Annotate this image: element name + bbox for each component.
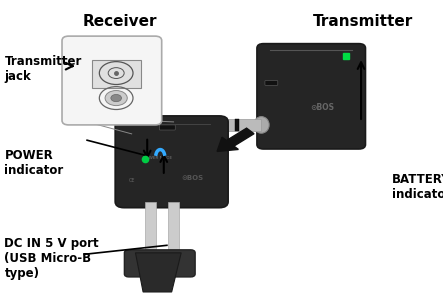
Bar: [145, 202, 156, 268]
Circle shape: [111, 95, 121, 102]
Text: CE: CE: [128, 178, 135, 183]
FancyArrow shape: [217, 128, 254, 151]
Text: Transmitter: Transmitter: [313, 14, 413, 29]
Polygon shape: [136, 253, 181, 292]
FancyBboxPatch shape: [257, 44, 365, 149]
Text: ⊙BOS: ⊙BOS: [182, 175, 204, 181]
Text: POWER
indicator: POWER indicator: [4, 148, 64, 177]
Bar: [199, 119, 261, 131]
Bar: [219, 119, 224, 131]
FancyBboxPatch shape: [265, 81, 278, 85]
FancyBboxPatch shape: [159, 125, 175, 130]
Circle shape: [105, 91, 127, 106]
Text: BATTERY
indicator: BATTERY indicator: [392, 172, 443, 201]
Text: POWER MODE: POWER MODE: [143, 156, 172, 160]
Text: DC IN 5 V port
(USB Micro-B
type): DC IN 5 V port (USB Micro-B type): [4, 237, 99, 280]
Ellipse shape: [253, 116, 269, 133]
Bar: [235, 119, 239, 131]
Bar: [168, 202, 179, 262]
Text: Receiver: Receiver: [82, 14, 157, 29]
FancyBboxPatch shape: [62, 36, 162, 125]
Text: ⊙BOS: ⊙BOS: [311, 103, 334, 112]
FancyBboxPatch shape: [181, 117, 203, 132]
Bar: [92, 60, 140, 88]
Text: Transmitter
jack: Transmitter jack: [4, 55, 82, 83]
FancyBboxPatch shape: [124, 250, 195, 277]
FancyBboxPatch shape: [115, 116, 228, 208]
